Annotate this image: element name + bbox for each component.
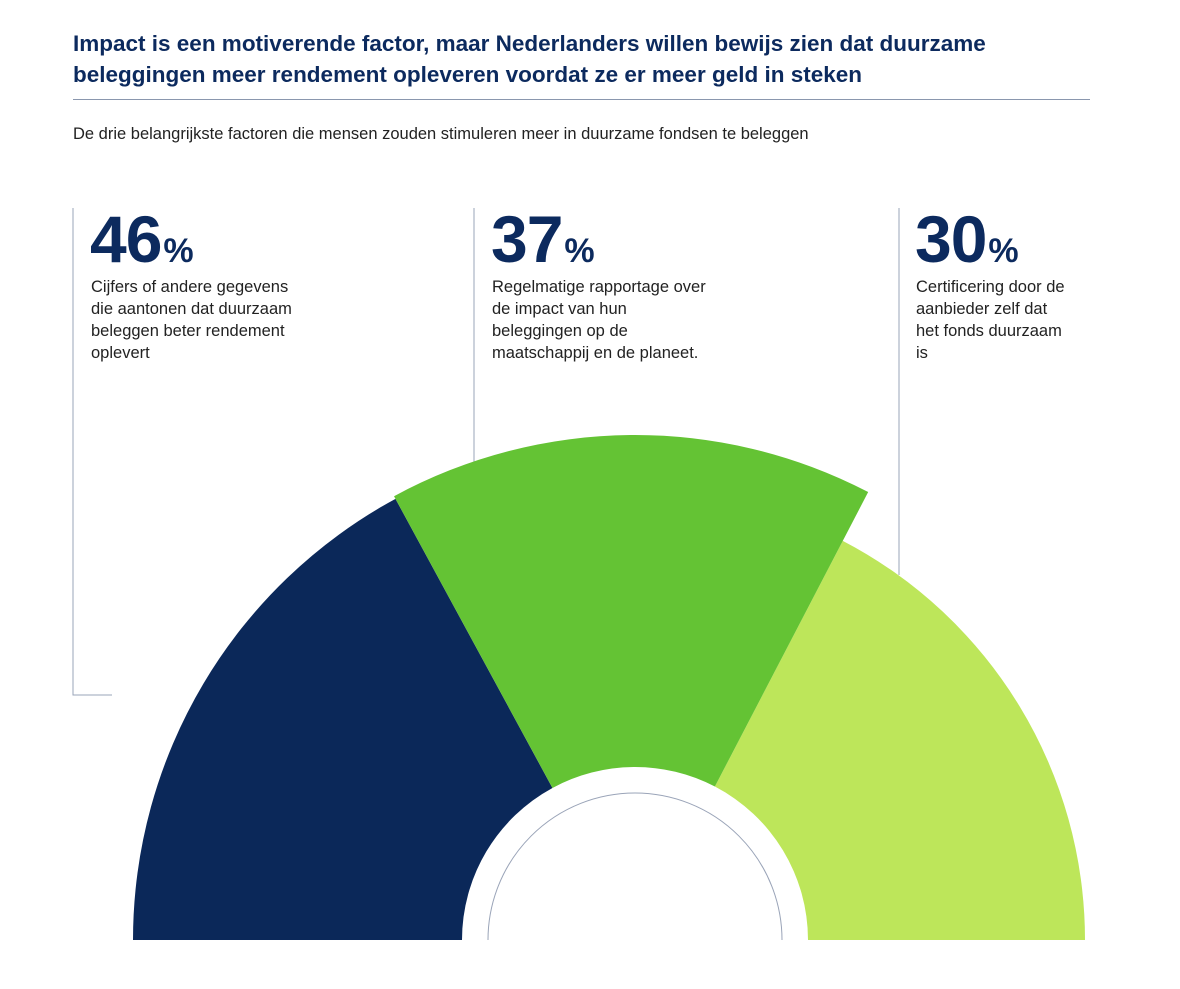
stat-value-2-percent: %: [564, 232, 595, 270]
stat-value-3-number: 30: [915, 202, 987, 276]
stat-label-3: Certificering door de aanbieder zelf dat…: [916, 278, 1065, 362]
stat-value-2-number: 37: [491, 202, 563, 276]
callout-guide-lines: [72, 208, 900, 696]
chart-segment-3: [714, 540, 1085, 940]
chart-segments: [133, 435, 1085, 940]
stat-value-1-number: 46: [90, 202, 162, 276]
guide-line-1: [72, 208, 112, 696]
page-title: Impact is een motiverende factor, maar N…: [73, 31, 986, 87]
stat-value-2: 37%: [491, 206, 595, 272]
title-divider: [73, 99, 1090, 100]
stat-label-1: Cijfers of andere gegevens die aantonen …: [91, 278, 292, 362]
chart-segment-2: [394, 435, 869, 788]
stat-label-2: Regelmatige rapportage over de impact va…: [492, 278, 706, 362]
stat-value-1-percent: %: [163, 232, 194, 270]
inner-guide-arc: [487, 792, 783, 941]
chart-segment-1: [133, 498, 553, 940]
chart-subtitle: De drie belangrijkste factoren die mense…: [73, 125, 809, 143]
stat-value-1: 46%: [90, 206, 194, 272]
stat-value-3-percent: %: [988, 232, 1019, 270]
stat-value-3: 30%: [915, 206, 1019, 272]
